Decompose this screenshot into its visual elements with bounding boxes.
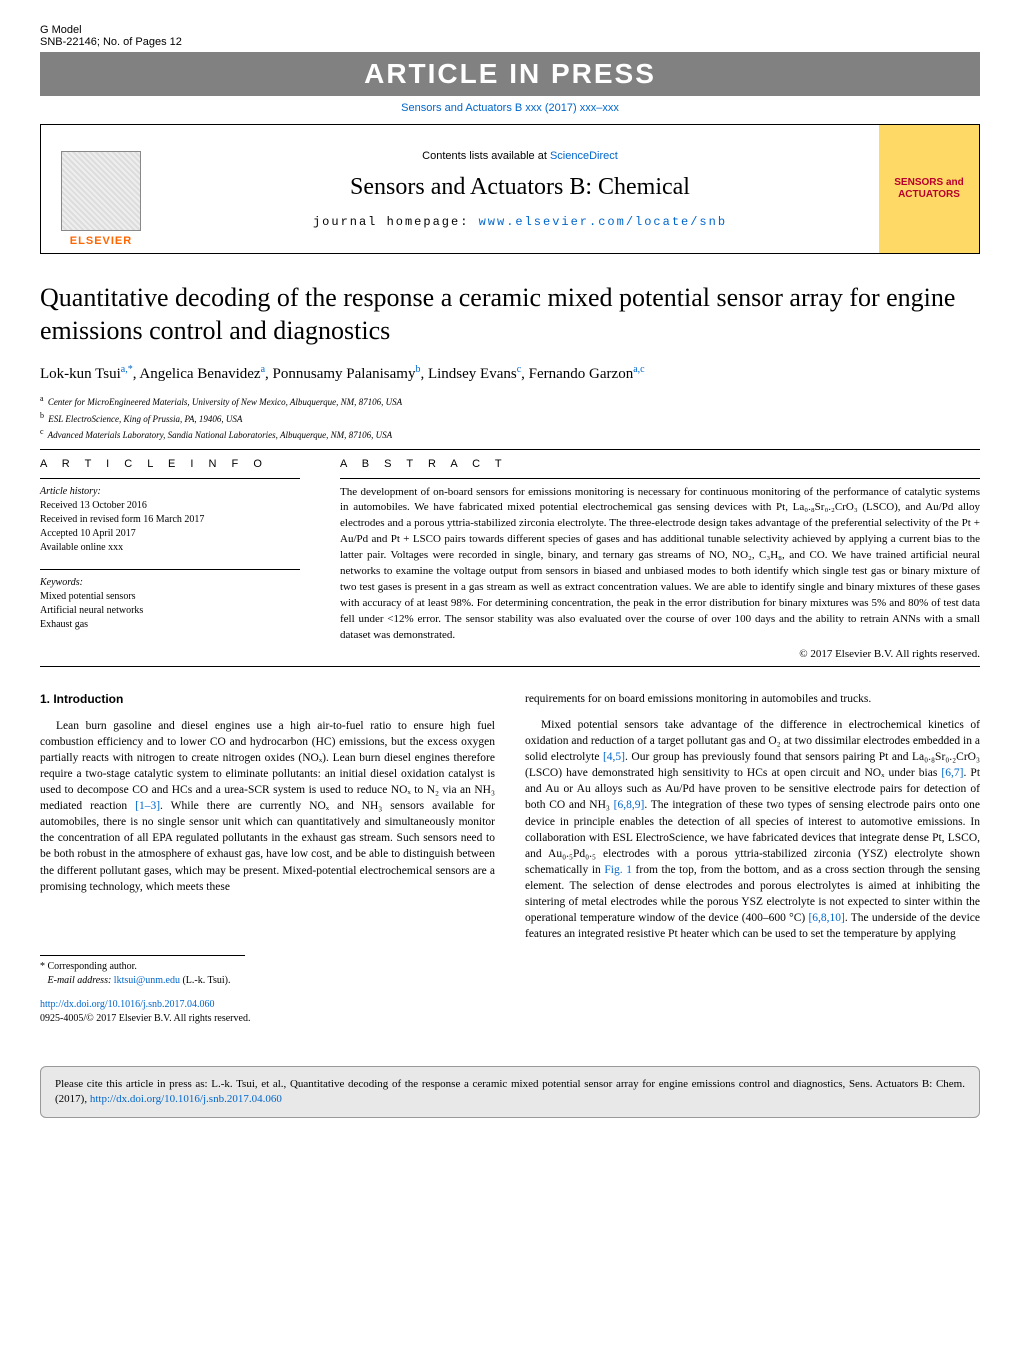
article-code: SNB-22146; No. of Pages 12 [40,36,182,48]
issn-line: 0925-4005/© 2017 Elsevier B.V. All right… [40,1013,250,1024]
divider [40,666,980,667]
received-date: Received 13 October 2016 [40,500,147,511]
figure-link[interactable]: Fig. 1 [604,864,632,876]
elsevier-tree-icon [61,151,141,231]
abstract-column: A B S T R A C T The development of on-bo… [340,458,980,660]
elsevier-label: ELSEVIER [70,235,132,247]
paragraph: Lean burn gasoline and diesel engines us… [40,718,495,895]
accepted-date: Accepted 10 April 2017 [40,528,136,539]
journal-title: Sensors and Actuators B: Chemical [350,174,690,201]
doi-block: http://dx.doi.org/10.1016/j.snb.2017.04.… [40,998,495,1026]
revised-date: Received in revised form 16 March 2017 [40,514,204,525]
history-label: Article history: [40,486,101,497]
article-info-column: A R T I C L E I N F O Article history: R… [40,458,300,660]
keyword: Artificial neural networks [40,604,300,618]
section-heading: 1. Introduction [40,691,495,708]
journal-ref-link[interactable]: Sensors and Actuators B xxx (2017) xxx–x… [401,102,619,114]
keyword: Mixed potential sensors [40,590,300,604]
sciencedirect-link[interactable]: ScienceDirect [550,150,618,162]
email-suffix: (L.-k. Tsui). [180,975,231,986]
article-info-heading: A R T I C L E I N F O [40,458,300,470]
citation-box: Please cite this article in press as: L.… [40,1066,980,1119]
running-header: G Model SNB-22146; No. of Pages 12 [40,24,980,48]
abstract-text: The development of on-board sensors for … [340,485,980,644]
body-columns: 1. Introduction Lean burn gasoline and d… [40,691,980,1026]
doi-link[interactable]: http://dx.doi.org/10.1016/j.snb.2017.04.… [40,999,215,1010]
citation-link[interactable]: [6,8,10] [808,912,844,924]
affiliations: a Center for MicroEngineered Materials, … [40,393,980,443]
keyword: Exhaust gas [40,618,300,632]
article-title: Quantitative decoding of the response a … [40,282,980,347]
homepage-link[interactable]: www.elsevier.com/locate/snb [479,215,727,229]
homepage-prefix: journal homepage: [313,215,479,229]
paragraph: requirements for on board emissions moni… [525,691,980,707]
citation-link[interactable]: [1–3] [135,800,160,812]
contents-available: Contents lists available at ScienceDirec… [422,150,618,162]
email-link[interactable]: lktsui@unm.edu [114,975,180,986]
contents-prefix: Contents lists available at [422,150,550,162]
masthead-center: Contents lists available at ScienceDirec… [161,125,879,253]
abstract-copyright: © 2017 Elsevier B.V. All rights reserved… [340,648,980,660]
journal-masthead: ELSEVIER Contents lists available at Sci… [40,124,980,254]
masthead-left: ELSEVIER [41,125,161,253]
email-label: E-mail address: [48,975,114,986]
article-in-press-banner: ARTICLE IN PRESS [40,52,980,96]
masthead-cover: SENSORS and ACTUATORS [879,125,979,253]
footnotes: * Corresponding author. E-mail address: … [40,955,245,988]
citation-link[interactable]: [6,8,9] [614,799,645,811]
citation-link[interactable]: [4,5] [603,751,625,763]
journal-ref-line: Sensors and Actuators B xxx (2017) xxx–x… [40,102,980,114]
corr-star: * [40,961,48,972]
cover-line2: ACTUATORS [898,189,960,200]
cite-doi-link[interactable]: http://dx.doi.org/10.1016/j.snb.2017.04.… [90,1093,282,1105]
citation-link[interactable]: [6,7] [941,767,963,779]
gmodel-label: G Model [40,24,182,36]
corr-author-label: Corresponding author. [48,961,137,972]
divider [40,449,980,450]
body-col-left: 1. Introduction Lean burn gasoline and d… [40,691,495,1026]
online-date: Available online xxx [40,542,123,553]
keywords-label: Keywords: [40,577,83,588]
cover-line1: SENSORS and [894,177,963,188]
abstract-heading: A B S T R A C T [340,458,980,470]
body-col-right: requirements for on board emissions moni… [525,691,980,1026]
authors-line: Lok-kun Tsuia,*, Angelica Benavideza, Po… [40,363,980,385]
paragraph: Mixed potential sensors take advantage o… [525,717,980,942]
journal-homepage: journal homepage: www.elsevier.com/locat… [313,215,727,229]
